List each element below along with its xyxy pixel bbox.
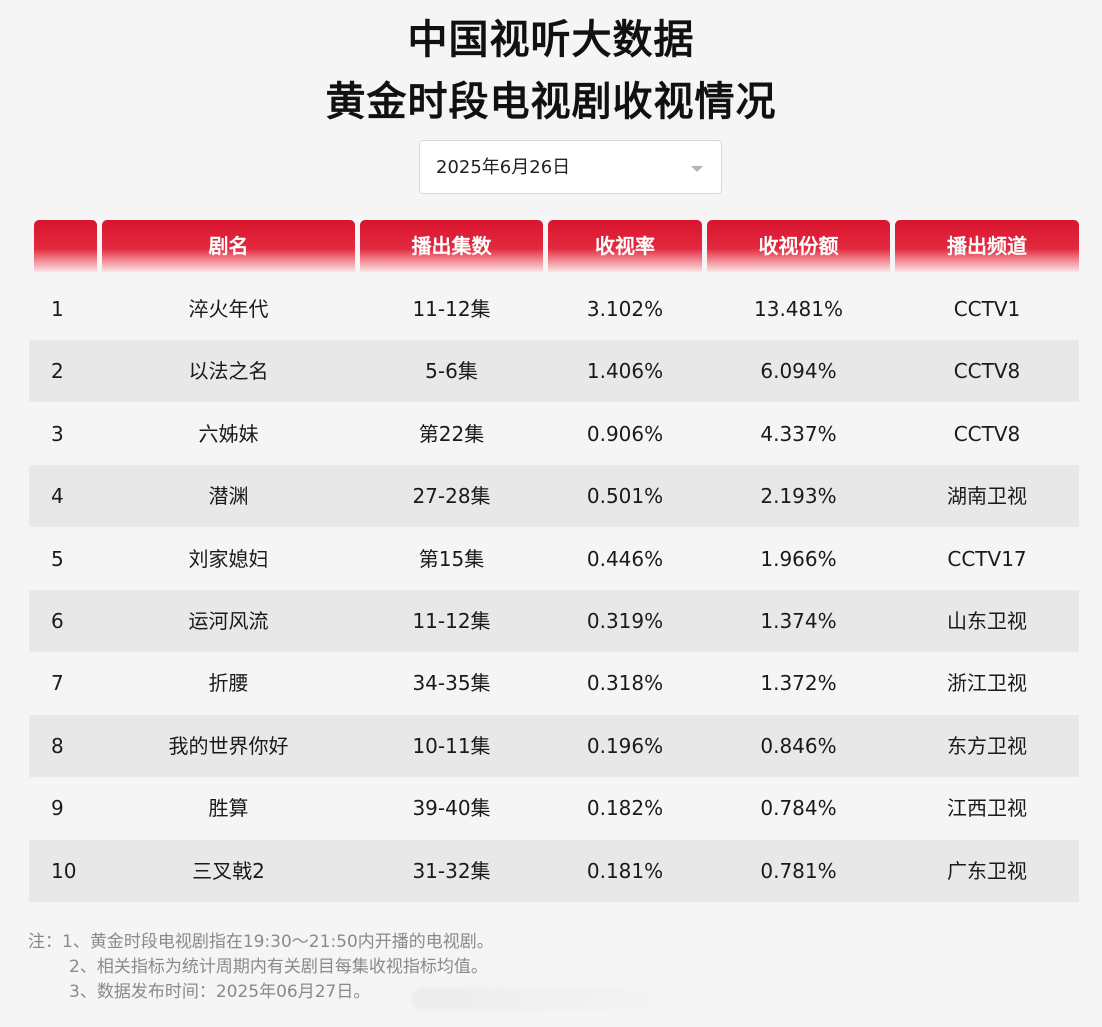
cell-drama-name: 胜算 bbox=[208, 796, 249, 820]
page-title: 中国视听大数据 bbox=[407, 17, 695, 63]
cell-share: 0.784% bbox=[760, 796, 837, 820]
cell-episodes: 34-35集 bbox=[412, 671, 491, 695]
cell-channel: 广东卫视 bbox=[947, 859, 1027, 883]
date-select-value: 2025年6月26日 bbox=[436, 157, 571, 178]
column-header-name: 剧名 bbox=[102, 220, 355, 272]
cell-drama-name: 以法之名 bbox=[188, 359, 269, 383]
cell-episodes: 第15集 bbox=[418, 547, 485, 571]
cell-share: 0.846% bbox=[760, 734, 837, 758]
column-header-episodes: 播出集数 bbox=[360, 220, 543, 272]
date-select[interactable]: 2025年6月26日 bbox=[419, 140, 722, 194]
cell-channel: 湖南卫视 bbox=[947, 484, 1027, 508]
cell-rank: 5 bbox=[51, 547, 64, 571]
cell-episodes: 10-11集 bbox=[412, 734, 491, 758]
table-row: 2 以法之名 5-6集 1.406% 6.094% CCTV8 bbox=[29, 340, 1079, 402]
cell-drama-name: 运河风流 bbox=[188, 609, 269, 633]
cell-episodes: 5-6集 bbox=[425, 359, 478, 383]
cell-rating: 0.319% bbox=[586, 609, 664, 633]
cell-channel: CCTV17 bbox=[947, 547, 1027, 571]
footnote-1: 注：1、黄金时段电视剧指在19:30～21:50内开播的电视剧。 bbox=[28, 932, 494, 952]
cell-rating: 0.446% bbox=[586, 547, 664, 571]
table-row: 10 三叉戟2 31-32集 0.181% 0.781% 广东卫视 bbox=[29, 840, 1079, 902]
cell-drama-name: 淬火年代 bbox=[188, 297, 269, 321]
cell-channel: CCTV1 bbox=[953, 297, 1021, 321]
cell-episodes: 39-40集 bbox=[412, 796, 491, 820]
table-row: 1 淬火年代 11-12集 3.102% 13.481% CCTV1 bbox=[29, 278, 1079, 340]
cell-share: 2.193% bbox=[760, 484, 837, 508]
cell-rating: 0.318% bbox=[586, 671, 664, 695]
cell-drama-name: 潜渊 bbox=[208, 484, 249, 508]
cell-rank: 3 bbox=[51, 422, 64, 446]
cell-rank: 10 bbox=[51, 859, 77, 883]
cell-share: 6.094% bbox=[760, 359, 837, 383]
cell-rank: 2 bbox=[51, 359, 64, 383]
cell-rating: 3.102% bbox=[586, 297, 664, 321]
cell-drama-name: 六姊妹 bbox=[198, 422, 259, 446]
cell-drama-name: 折腰 bbox=[208, 671, 249, 695]
cell-rank: 4 bbox=[51, 484, 64, 508]
page-subtitle: 黄金时段电视剧收视情况 bbox=[325, 79, 777, 125]
cell-channel: 江西卫视 bbox=[947, 796, 1027, 820]
cell-share: 1.374% bbox=[760, 609, 837, 633]
cell-channel: CCTV8 bbox=[953, 359, 1021, 383]
cell-channel: 浙江卫视 bbox=[947, 671, 1027, 695]
table-row: 7 折腰 34-35集 0.318% 1.372% 浙江卫视 bbox=[29, 652, 1079, 714]
footnote-3: 3、数据发布时间：2025年06月27日。 bbox=[69, 982, 371, 1002]
table-row: 4 潜渊 27-28集 0.501% 2.193% 湖南卫视 bbox=[29, 465, 1079, 527]
cell-episodes: 31-32集 bbox=[412, 859, 491, 883]
cell-share: 4.337% bbox=[760, 422, 837, 446]
column-header-rating: 收视率 bbox=[548, 220, 702, 272]
cell-rank: 8 bbox=[51, 734, 64, 758]
footnote-2: 2、相关指标为统计周期内有关剧目每集收视指标均值。 bbox=[69, 957, 488, 977]
cell-rating: 0.181% bbox=[586, 859, 664, 883]
cell-drama-name: 我的世界你好 bbox=[168, 734, 289, 758]
cell-rating: 0.196% bbox=[586, 734, 664, 758]
table-row: 8 我的世界你好 10-11集 0.196% 0.846% 东方卫视 bbox=[29, 715, 1079, 777]
table-row: 9 胜算 39-40集 0.182% 0.784% 江西卫视 bbox=[29, 777, 1079, 839]
table-row: 3 六姊妹 第22集 0.906% 4.337% CCTV8 bbox=[29, 403, 1079, 465]
column-header-share: 收视份额 bbox=[707, 220, 890, 272]
cell-rank: 7 bbox=[51, 671, 64, 695]
cell-episodes: 11-12集 bbox=[412, 609, 491, 633]
column-header-channel: 播出频道 bbox=[895, 220, 1079, 272]
cell-drama-name: 刘家媳妇 bbox=[188, 547, 269, 571]
cell-channel: CCTV8 bbox=[953, 422, 1021, 446]
cell-rating: 1.406% bbox=[586, 359, 664, 383]
table-row: 6 运河风流 11-12集 0.319% 1.374% 山东卫视 bbox=[29, 590, 1079, 652]
cell-episodes: 11-12集 bbox=[412, 297, 491, 321]
footnotes: 注：1、黄金时段电视剧指在19:30～21:50内开播的电视剧。 2、相关指标为… bbox=[28, 930, 494, 1005]
cell-drama-name: 三叉戟2 bbox=[192, 859, 265, 883]
cell-channel: 山东卫视 bbox=[947, 609, 1027, 633]
cell-share: 13.481% bbox=[754, 297, 843, 321]
cell-share: 1.966% bbox=[760, 547, 837, 571]
chevron-down-icon bbox=[691, 166, 703, 172]
cell-episodes: 27-28集 bbox=[412, 484, 491, 508]
cell-rank: 9 bbox=[51, 796, 64, 820]
blurred-watermark bbox=[412, 988, 702, 1010]
cell-share: 1.372% bbox=[760, 671, 837, 695]
cell-episodes: 第22集 bbox=[418, 422, 485, 446]
cell-share: 0.781% bbox=[760, 859, 837, 883]
cell-rating: 0.182% bbox=[586, 796, 664, 820]
table-row: 5 刘家媳妇 第15集 0.446% 1.966% CCTV17 bbox=[29, 528, 1079, 590]
cell-rank: 6 bbox=[51, 609, 64, 633]
column-header-rank bbox=[34, 220, 97, 272]
cell-rating: 0.906% bbox=[586, 422, 664, 446]
cell-channel: 东方卫视 bbox=[947, 734, 1027, 758]
cell-rating: 0.501% bbox=[586, 484, 664, 508]
cell-rank: 1 bbox=[51, 297, 64, 321]
